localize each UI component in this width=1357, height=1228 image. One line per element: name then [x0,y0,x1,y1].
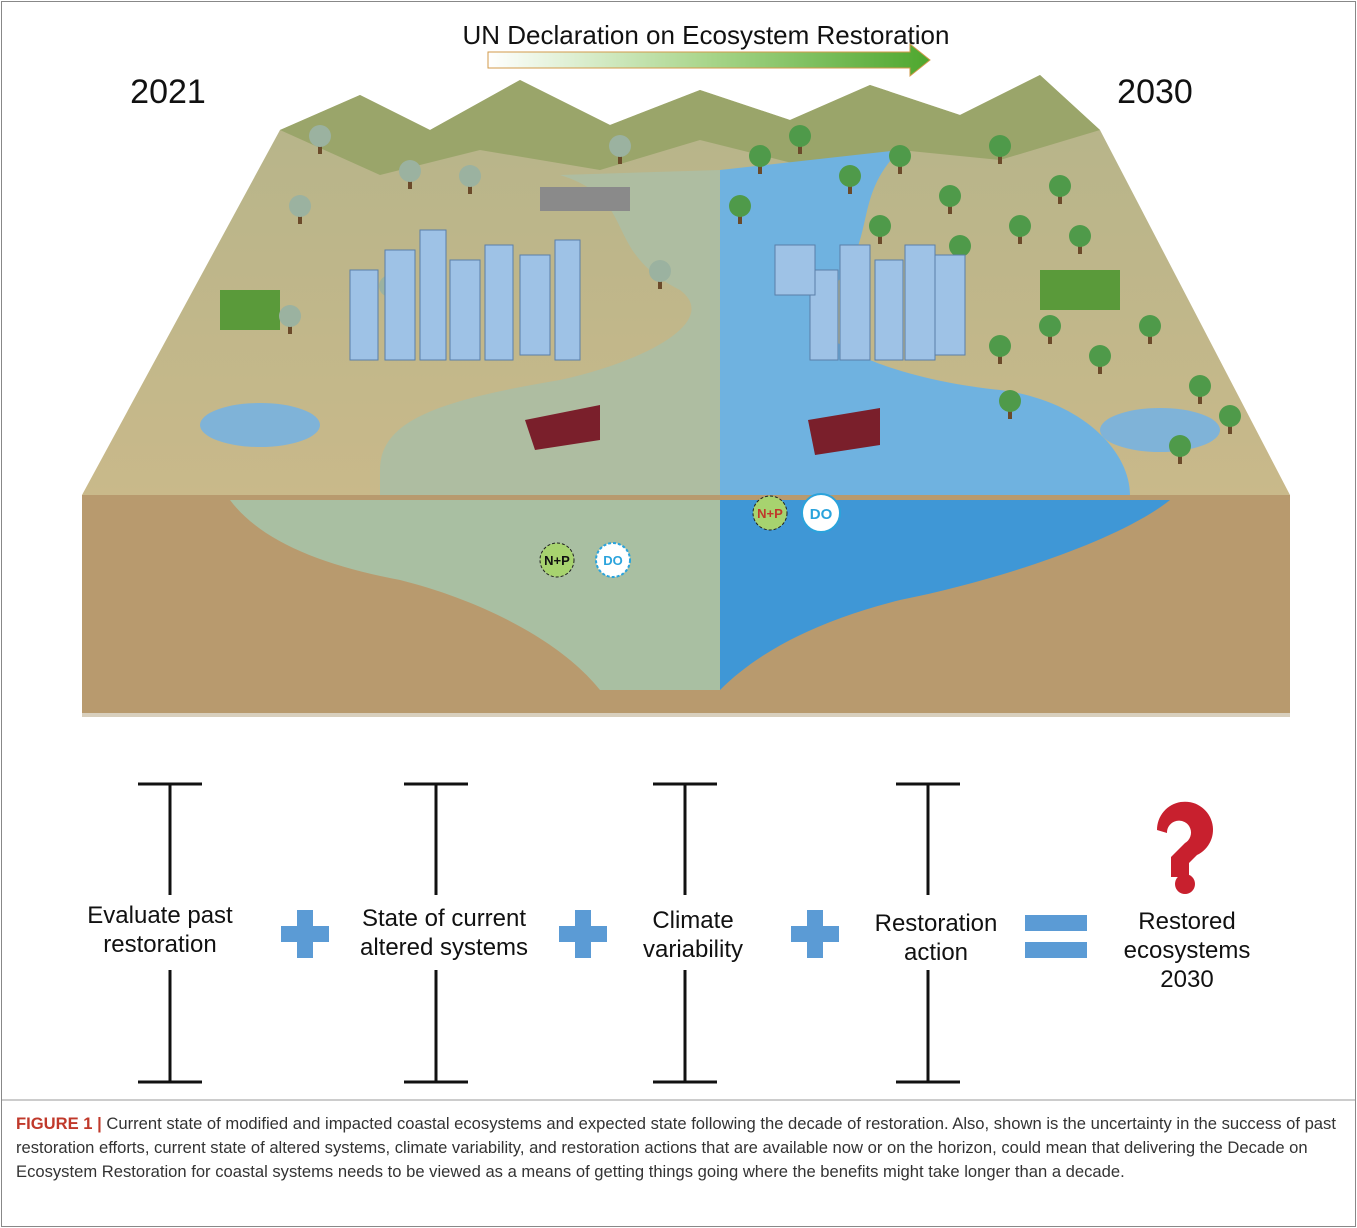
tree-crown [1139,315,1161,337]
plus-sign [807,910,823,958]
tree-crown [279,305,301,327]
tree-crown [1009,215,1031,237]
tree-crown [869,215,891,237]
tree-crown [309,125,331,147]
question-mark-dot [1175,874,1195,894]
equation-term: restoration [103,931,216,958]
wetland-pond-right [1100,408,1220,452]
tree-crown [939,185,961,207]
equation-term: Restoration [875,910,998,937]
tree-crown [1049,175,1071,197]
equals-sign [1025,915,1087,931]
city-building [555,240,580,360]
city-building [905,245,935,360]
crop-field-right [1040,270,1120,310]
year-end: 2030 [1117,73,1193,111]
tree-crown [1039,315,1061,337]
equation-term: Climate [652,907,733,934]
tree-crown [999,390,1021,412]
year-start: 2021 [130,73,206,111]
city-building [485,245,513,360]
equation-result: 2030 [1160,966,1213,993]
city-building [385,250,415,360]
tree-crown [989,135,1011,157]
equation-term: Evaluate past [87,902,233,929]
oxygen-label: DO [603,553,623,568]
figure-canvas: UN Declaration on Ecosystem Restoration … [0,0,1357,1228]
caption-label: FIGURE 1 | [16,1114,102,1133]
figure-page: {"figure": { "banner": "UN Declaration o… [0,0,1357,1228]
equation-result: Restored [1138,908,1235,935]
landscape-illustration [82,75,1290,894]
plus-sign [297,910,313,958]
tree-crown [609,135,631,157]
city-building [450,260,480,360]
dam-building [540,187,630,211]
tree-crown [949,235,971,257]
equation-term: action [904,939,968,966]
tree-crown [749,145,771,167]
equation-result: ecosystems [1124,937,1251,964]
tree-crown [1189,375,1211,397]
equals-sign [1025,942,1087,958]
city-building [840,245,870,360]
tree-crown [1069,225,1091,247]
tree-crown [459,165,481,187]
tree-crown [729,195,751,217]
equation-term: altered systems [360,934,528,961]
tree-crown [839,165,861,187]
illustration-base [82,713,1290,717]
crop-field-left [220,290,280,330]
tree-crown [889,145,911,167]
figure-caption: FIGURE 1 | Current state of modified and… [16,1112,1342,1184]
oxygen-label: DO [810,506,833,523]
tree-crown [1089,345,1111,367]
city-building [875,260,903,360]
city-building [775,245,815,295]
banner-title: UN Declaration on Ecosystem Restoration [463,20,950,50]
wetland-pond-left [200,403,320,447]
caption-text: Current state of modified and impacted c… [16,1114,1336,1181]
tree-crown [1219,405,1241,427]
nutrient-label: N+P [757,506,783,521]
nutrient-label: N+P [544,553,570,568]
tree-crown [1169,435,1191,457]
city-building [935,255,965,355]
plus-sign [575,910,591,958]
tree-crown [399,160,421,182]
question-mark-icon [1157,802,1213,877]
tree-crown [649,260,671,282]
equation-term: State of current [362,905,526,932]
tree-crown [789,125,811,147]
city-building [420,230,446,360]
city-building [350,270,378,360]
tree-crown [989,335,1011,357]
tree-crown [289,195,311,217]
equation-term: variability [643,936,743,963]
city-building [520,255,550,355]
